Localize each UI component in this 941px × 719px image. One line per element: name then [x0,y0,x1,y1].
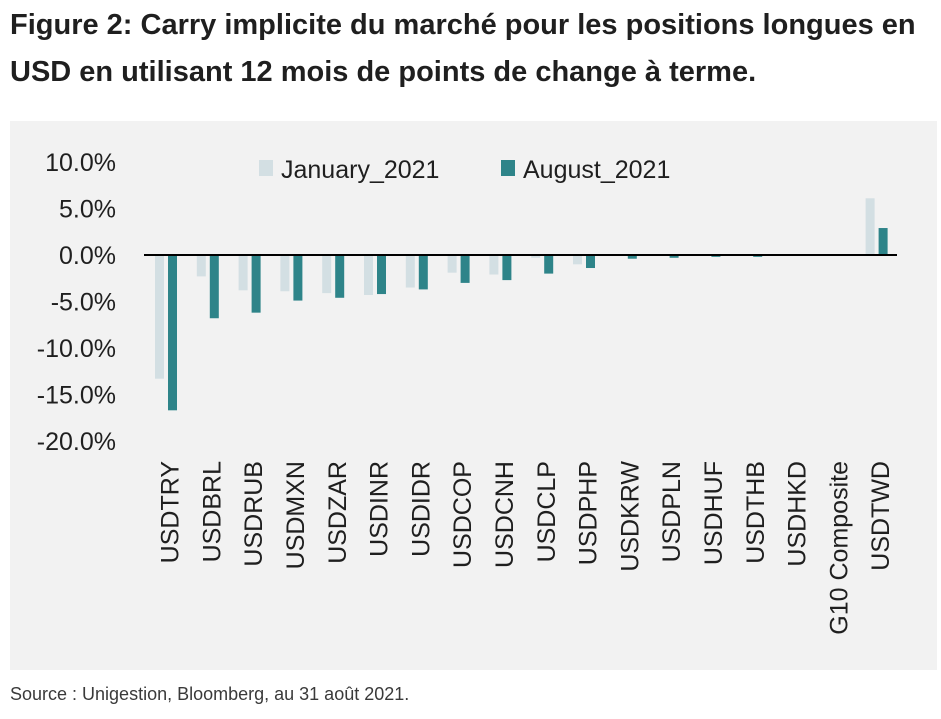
y-tick-label: 10.0% [45,149,116,177]
x-tick-label: USDHKD [784,461,812,567]
bar-august-2021 [418,255,428,290]
bar-august-2021 [878,228,888,255]
x-axis: USDTRY USDBRL USDRUB USDMXN USDZAR USDINR USDI… [157,461,896,635]
bar-august-2021 [293,255,303,301]
y-tick-label: -5.0% [51,289,116,317]
y-tick-label: 5.0% [59,196,116,224]
bar-january-2021 [489,255,499,275]
bars [155,198,888,411]
bar-august-2021 [586,255,595,269]
x-tick-label: USDTRY [157,461,185,564]
x-tick-label: USDCLP [533,461,561,562]
bar-january-2021 [238,255,248,291]
bar-august-2021 [502,255,512,281]
bar-january-2021 [531,255,541,258]
y-tick-label: -15.0% [37,382,116,410]
x-tick-label: USDMXN [282,461,310,569]
source-note: Source : Unigestion, Bloomberg, au 31 ao… [10,684,410,704]
x-tick-label: USDPLN [658,461,686,562]
y-tick-label: -10.0% [37,335,116,363]
x-tick-label: USDPHP [575,461,603,565]
legend: January_2021 August_2021 [259,156,670,184]
bar-august-2021 [168,255,177,411]
x-tick-label: USDCOP [449,461,477,568]
legend-label: January_2021 [281,156,439,184]
bar-august-2021 [377,255,386,295]
x-tick-label: USDTHB [742,461,770,564]
bar-january-2021 [364,255,373,295]
bar-january-2021 [865,198,875,255]
bar-january-2021 [196,255,206,277]
x-tick-label: USDINR [366,461,394,557]
x-tick-label: USDTWD [867,461,895,571]
x-tick-label: USDIDR [407,461,435,557]
bar-august-2021 [251,255,261,313]
figure-title: Figure 2: Carry implicite du marché pour… [10,9,916,88]
bar-chart: January_2021 August_2021 10.0% 5.0% 0.0% -5.… [37,149,897,635]
x-tick-label: USDCNH [491,461,519,568]
x-tick-label: USDBRL [198,461,226,563]
legend-swatch [501,160,515,176]
bar-august-2021 [335,255,345,298]
bar-january-2021 [447,255,457,273]
bar-august-2021 [544,255,554,274]
legend-swatch [259,160,273,176]
bar-january-2021 [573,255,582,265]
bar-august-2021 [460,255,470,283]
y-tick-label: -20.0% [37,428,116,456]
x-tick-label: USDKRW [616,461,644,572]
bar-january-2021 [322,255,332,294]
legend-label: August_2021 [523,156,670,184]
x-tick-label: USDZAR [324,461,352,564]
bar-august-2021 [627,255,637,259]
bar-august-2021 [209,255,219,319]
chart-panel: January_2021 August_2021 10.0% 5.0% 0.0% -5.… [10,121,937,670]
y-tick-label: 0.0% [59,242,116,270]
x-tick-label: G10 Composite [825,461,853,635]
x-tick-label: USDHUF [700,461,728,565]
bar-january-2021 [155,255,164,379]
bar-january-2021 [405,255,415,288]
bar-january-2021 [280,255,290,292]
x-tick-label: USDRUB [240,461,268,567]
bar-august-2021 [669,255,679,258]
y-axis: 10.0% 5.0% 0.0% -5.0% -10.0% -15.0% -20.0% [37,149,116,456]
